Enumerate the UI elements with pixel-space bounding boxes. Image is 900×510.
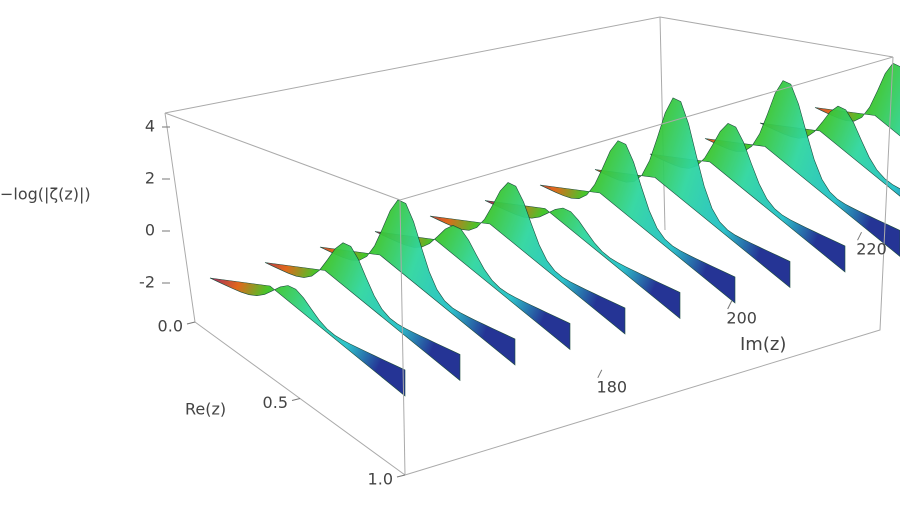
z-tick-label: 4 xyxy=(145,117,155,136)
surface-ridge xyxy=(429,182,626,335)
y-tick-label: 220 xyxy=(856,240,887,259)
z-tick-label: -2 xyxy=(139,273,155,292)
surface xyxy=(209,62,900,397)
y-tick xyxy=(727,300,733,310)
y-tick-label: 200 xyxy=(726,309,757,328)
y-tick xyxy=(857,231,862,241)
z-tick-label: 0 xyxy=(145,221,155,240)
x-axis-label: Re(z) xyxy=(185,400,226,419)
surface-ridge xyxy=(209,277,406,397)
x-tick xyxy=(396,474,406,478)
x-tick-label: 1.0 xyxy=(368,470,393,489)
z-axis-label: −log(|ζ(z)|) xyxy=(0,185,91,204)
x-tick xyxy=(186,321,196,325)
z-tick-label: 2 xyxy=(145,169,155,188)
y-axis-label: Im(z) xyxy=(740,334,786,355)
box-front xyxy=(164,56,894,476)
x-tick xyxy=(291,398,301,401)
x-tick-label: 0.0 xyxy=(158,317,183,336)
y-tick-label: 180 xyxy=(597,377,628,396)
x-tick-label: 0.5 xyxy=(263,393,288,412)
surface-ridge xyxy=(539,140,736,304)
surface-ridge xyxy=(264,242,461,382)
y-tick xyxy=(597,369,603,379)
